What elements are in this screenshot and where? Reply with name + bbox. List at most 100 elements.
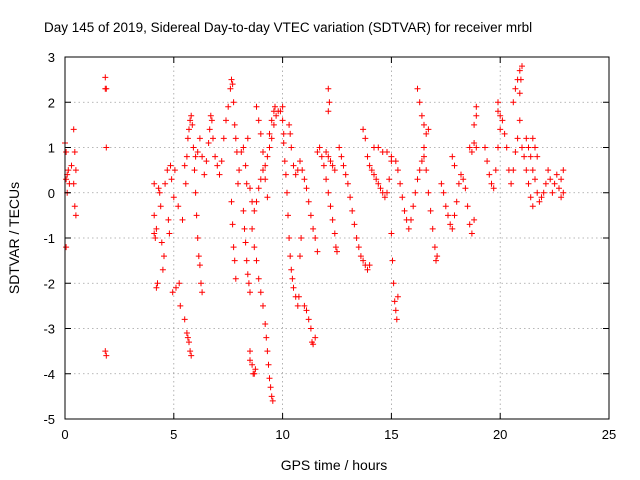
data-point [103, 85, 110, 92]
y-tick-label: 1 [48, 141, 55, 156]
data-point [212, 153, 219, 160]
y-tick-label: 2 [48, 95, 55, 110]
data-point [244, 135, 251, 142]
data-point [484, 158, 491, 165]
data-point [228, 76, 235, 83]
data-point [65, 167, 72, 174]
data-point [434, 253, 441, 260]
data-point [471, 121, 478, 128]
data-point [267, 384, 274, 391]
data-point [301, 302, 308, 309]
data-point [449, 225, 456, 232]
data-point [394, 293, 401, 300]
data-point [268, 117, 275, 124]
data-point [168, 176, 175, 183]
data-point [257, 289, 264, 296]
data-point [468, 149, 475, 155]
data-point [516, 90, 523, 97]
data-point [184, 334, 191, 341]
data-point [368, 167, 375, 174]
data-point [284, 189, 290, 196]
data-point [312, 235, 319, 241]
data-point [153, 225, 160, 232]
data-point [416, 99, 423, 106]
data-point [558, 194, 565, 201]
data-point [240, 144, 247, 151]
data-point [307, 212, 314, 219]
data-point [390, 280, 397, 287]
data-point [516, 117, 523, 124]
data-point [423, 167, 430, 174]
x-tick-label: 5 [170, 427, 177, 442]
data-point [482, 144, 488, 151]
data-point [425, 126, 432, 133]
data-point [310, 341, 317, 348]
data-point [471, 140, 478, 146]
data-point [455, 180, 462, 187]
data-point [397, 180, 404, 187]
plot-frame [64, 56, 610, 420]
data-point [529, 167, 536, 174]
data-point [391, 298, 398, 305]
data-point [416, 167, 423, 174]
data-point [510, 167, 517, 174]
data-point [227, 85, 234, 92]
data-point [349, 207, 356, 214]
y-tick-label: -2 [43, 276, 55, 291]
data-point [512, 85, 519, 92]
data-point [287, 130, 294, 137]
data-point [229, 221, 236, 228]
data-point [464, 203, 471, 210]
data-point [280, 130, 287, 137]
data-point [152, 235, 159, 241]
data-point [418, 158, 425, 165]
data-point [208, 117, 215, 124]
data-point [305, 198, 312, 205]
data-point [188, 112, 195, 119]
data-point [253, 198, 260, 205]
data-point [269, 397, 276, 404]
data-point [199, 289, 206, 296]
data-point [418, 112, 425, 119]
data-point [523, 135, 530, 142]
data-point [102, 348, 109, 355]
data-point [102, 74, 109, 81]
data-point [251, 370, 258, 377]
y-tick-label: -3 [43, 322, 55, 337]
data-point [194, 235, 201, 241]
data-point [338, 153, 345, 160]
data-point [516, 67, 523, 74]
data-point [331, 167, 338, 174]
data-point [279, 117, 286, 124]
data-point [401, 207, 408, 214]
data-point [70, 126, 77, 133]
data-point [63, 176, 70, 183]
data-point [545, 167, 552, 174]
data-point [344, 180, 351, 187]
data-point [192, 189, 199, 196]
data-point [279, 103, 286, 110]
data-point [158, 239, 165, 246]
x-tick-label: 10 [275, 427, 289, 442]
data-point [519, 144, 525, 151]
data-point [236, 167, 243, 174]
data-point [288, 266, 295, 273]
data-point [523, 167, 530, 174]
data-point [549, 189, 556, 196]
data-point [262, 162, 269, 169]
data-point [193, 212, 200, 219]
data-point [247, 348, 253, 355]
data-point [218, 158, 225, 165]
data-point [366, 262, 373, 269]
data-point [301, 176, 308, 183]
data-point [449, 153, 456, 160]
data-point [510, 99, 517, 106]
data-point [514, 135, 521, 142]
data-point [241, 225, 248, 232]
data-point [71, 203, 78, 210]
data-point [393, 316, 400, 323]
data-point [288, 144, 295, 151]
x-tick-label: 15 [384, 427, 398, 442]
data-point [262, 321, 269, 327]
data-point [189, 121, 196, 128]
